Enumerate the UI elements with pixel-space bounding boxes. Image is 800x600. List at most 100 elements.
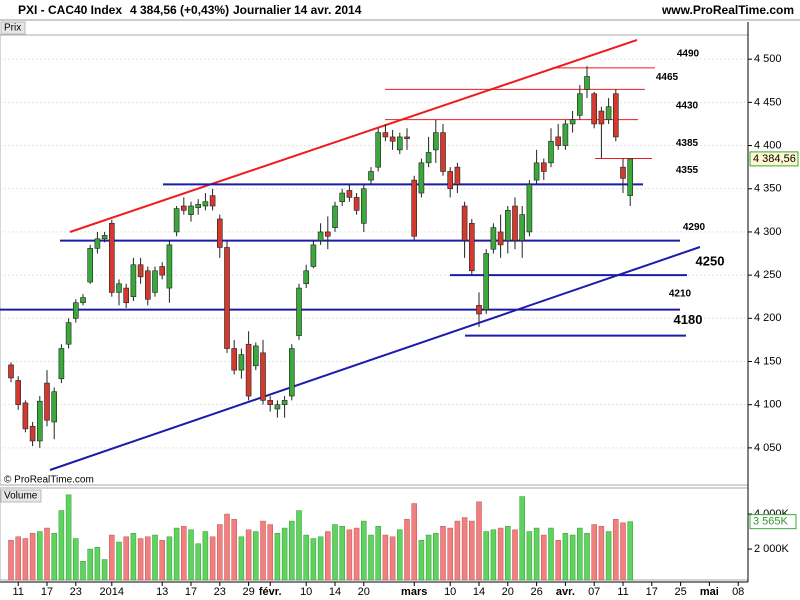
y-tick-label: 4 450 [754, 96, 782, 108]
candle-body [166, 244, 173, 289]
volume-bar [613, 519, 619, 581]
volume-bar [87, 548, 93, 581]
volume-bar [447, 527, 453, 581]
candle-body [123, 287, 129, 304]
level-label: 4290 [683, 222, 706, 233]
level-label: 4355 [676, 165, 699, 176]
volume-bar [497, 527, 504, 581]
volume-bar [253, 531, 259, 581]
level-label: 4210 [669, 288, 692, 299]
candle-body [627, 158, 634, 196]
panel-label: Volume [4, 491, 38, 502]
volume-bar [526, 531, 533, 581]
volume-bar [469, 520, 475, 581]
candle-body [404, 136, 410, 139]
x-tick-label: févr. [259, 586, 282, 598]
candle-body [310, 244, 317, 267]
candle-body [317, 231, 324, 241]
candle-body [288, 348, 295, 397]
price-tag-label: 4 384,56 [753, 153, 796, 165]
volume-bar [166, 536, 173, 581]
volume-bar [94, 547, 101, 581]
candle-body [418, 162, 425, 194]
candle-body [109, 222, 115, 293]
x-tick-label: 07 [588, 586, 600, 598]
candle-body [584, 76, 590, 90]
x-tick-label: 17 [185, 586, 197, 598]
volume-bar [490, 529, 497, 581]
candle-body [202, 201, 209, 207]
volume-bar [231, 519, 237, 581]
volume-bar [555, 540, 561, 581]
candle-body [8, 364, 14, 379]
volume-bar [188, 529, 194, 581]
volume-bar [238, 536, 245, 581]
volume-bar [397, 529, 403, 581]
volume-bar [533, 527, 540, 581]
volume-bar [173, 527, 180, 581]
volume-bar [101, 559, 108, 581]
candle-body [137, 264, 144, 278]
x-tick-label: 10 [300, 586, 312, 598]
volume-bar [476, 501, 482, 581]
candle-body [454, 166, 461, 185]
candle-body [605, 106, 612, 120]
volume-tag [749, 514, 797, 530]
candle-body [181, 205, 187, 211]
panel-label: Prix [4, 23, 21, 34]
candle-body [152, 270, 158, 293]
candle-body [15, 380, 21, 405]
candle-body [490, 227, 497, 250]
y-tick-label: 4 150 [754, 355, 782, 367]
volume-bar [123, 536, 129, 581]
candle-body [339, 192, 346, 202]
copyright: © ProRealTime.com [4, 475, 94, 486]
candle-body [519, 214, 526, 241]
candle-body [396, 136, 403, 151]
candle-body [562, 123, 569, 146]
volume-bar [195, 543, 201, 581]
volume-bar [130, 533, 137, 581]
candle-body [569, 119, 576, 125]
candle-body [44, 382, 50, 421]
volume-bar [296, 510, 302, 581]
candle-body [512, 205, 518, 241]
instrument: PXI - CAC40 Index [18, 3, 122, 17]
volume-bar [289, 520, 295, 581]
candle-body [440, 132, 446, 172]
candle-body [447, 171, 454, 190]
candle-body [260, 352, 266, 401]
candle-body [245, 343, 252, 397]
volume-bar [519, 496, 525, 581]
candle-body [411, 179, 418, 237]
x-tick-label: 08 [732, 586, 744, 598]
header-bar [0, 0, 800, 20]
candle-body [173, 208, 180, 233]
volume-bar [389, 536, 396, 581]
volume-bar [591, 524, 597, 581]
trend-line [49, 246, 701, 471]
volume-bar [159, 540, 165, 581]
candle-body [94, 238, 101, 249]
volume-bar [8, 540, 14, 581]
candle-body [476, 305, 482, 315]
volume-bar [375, 526, 381, 581]
plot: 4 050 4 100 4 150 4 200 4 250 4 300 4 350 4 400… [0, 22, 799, 598]
y-tick-label: 4 100 [754, 399, 782, 411]
candle-body [368, 171, 374, 181]
volume-bar [440, 526, 446, 581]
candle-body [195, 203, 201, 209]
x-tick-label: 26 [530, 586, 542, 598]
panel-label-box [0, 21, 26, 35]
volume-bar [361, 520, 367, 581]
volume-bar [505, 526, 511, 581]
volume-bar [44, 527, 50, 581]
volume-bar [627, 521, 633, 581]
price-tag [749, 151, 799, 167]
candle-body [188, 205, 194, 215]
volume-bar [454, 520, 461, 581]
site: www.ProRealTime.com [661, 3, 794, 17]
volume-bar [65, 494, 72, 581]
candle-body [576, 93, 583, 116]
